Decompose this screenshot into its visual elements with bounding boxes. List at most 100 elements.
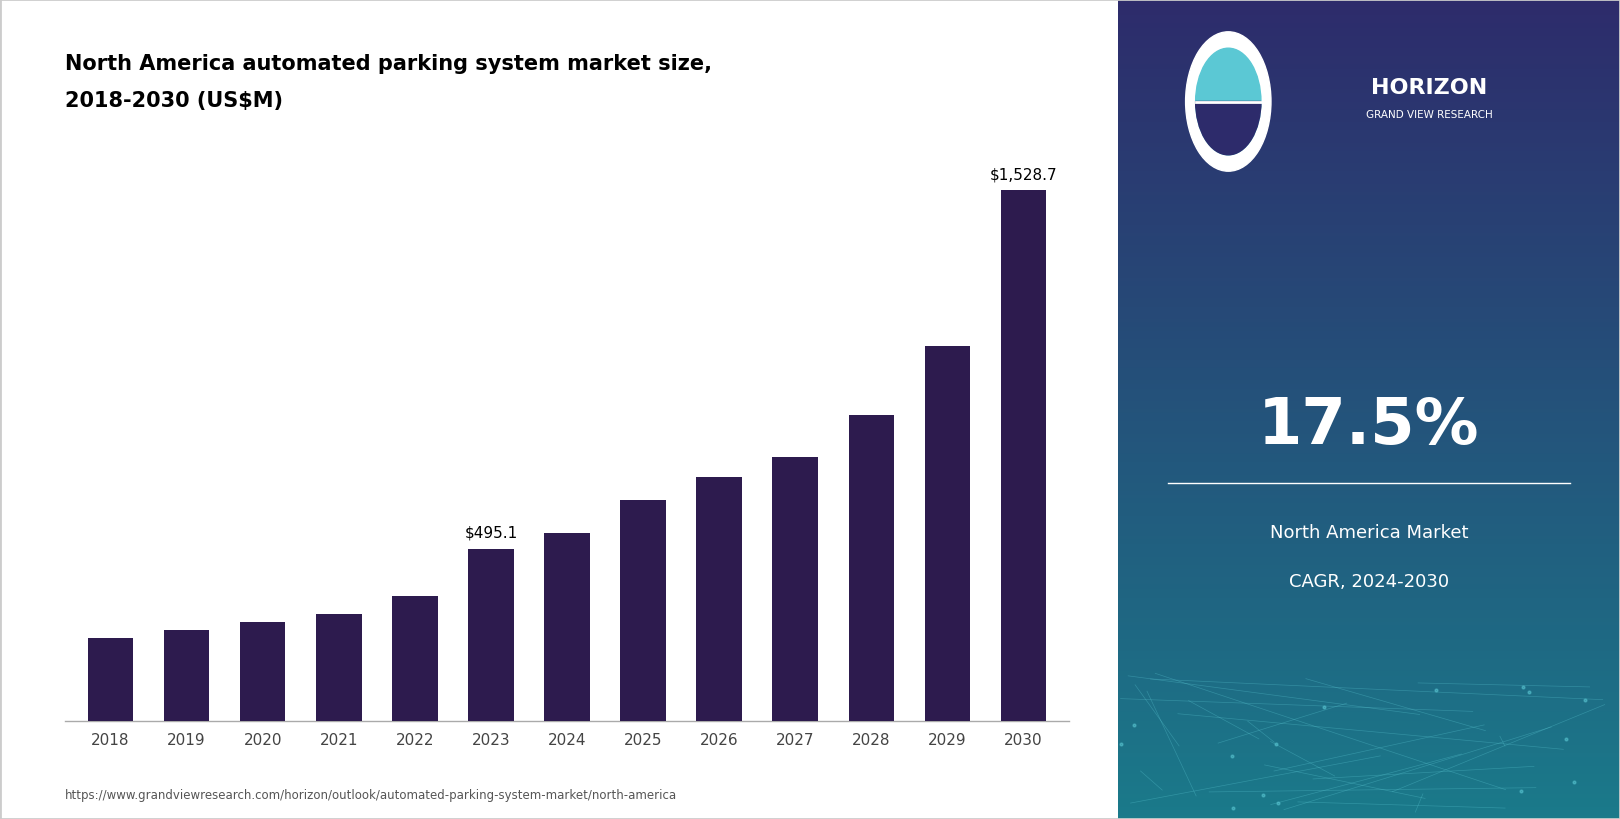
Bar: [1118, 410, 1620, 414]
Text: https://www.grandviewresearch.com/horizon/outlook/automated-parking-system-marke: https://www.grandviewresearch.com/horizo…: [65, 789, 677, 802]
Bar: [87, 638, 133, 721]
Bar: [1118, 627, 1620, 631]
Bar: [1118, 577, 1620, 581]
Bar: [1118, 545, 1620, 549]
Bar: [1118, 426, 1620, 430]
Bar: [1118, 622, 1620, 627]
Bar: [1118, 602, 1620, 606]
Bar: [1118, 201, 1620, 205]
Bar: [1118, 737, 1620, 741]
Bar: [1118, 192, 1620, 197]
Bar: [1118, 782, 1620, 786]
Bar: [1118, 753, 1620, 758]
Bar: [1118, 164, 1620, 168]
Bar: [544, 533, 590, 721]
Bar: [1118, 680, 1620, 684]
Bar: [1118, 651, 1620, 655]
Bar: [1118, 778, 1620, 782]
Bar: [1118, 238, 1620, 242]
Bar: [1118, 57, 1620, 61]
Bar: [1118, 33, 1620, 37]
Bar: [1118, 111, 1620, 115]
Bar: [1118, 49, 1620, 53]
Bar: [1118, 8, 1620, 12]
Circle shape: [1196, 49, 1260, 156]
Bar: [1118, 229, 1620, 233]
Bar: [1118, 745, 1620, 749]
Bar: [1118, 581, 1620, 586]
Bar: [1118, 209, 1620, 213]
Bar: [1118, 283, 1620, 287]
Bar: [468, 549, 514, 721]
Bar: [1118, 467, 1620, 471]
Bar: [1118, 86, 1620, 90]
Bar: [1118, 74, 1620, 78]
Bar: [1118, 430, 1620, 434]
Bar: [1118, 565, 1620, 569]
Bar: [1118, 401, 1620, 405]
Bar: [1118, 147, 1620, 152]
Bar: [1118, 471, 1620, 475]
Bar: [1118, 389, 1620, 393]
Bar: [1118, 332, 1620, 336]
Bar: [1118, 663, 1620, 667]
Bar: [1118, 135, 1620, 139]
Bar: [1118, 631, 1620, 635]
Bar: [1118, 508, 1620, 512]
Bar: [1118, 348, 1620, 352]
Bar: [1118, 528, 1620, 532]
Bar: [1118, 397, 1620, 401]
Text: CAGR, 2024-2030: CAGR, 2024-2030: [1290, 572, 1448, 590]
Bar: [1118, 639, 1620, 643]
Bar: [1001, 191, 1047, 721]
Bar: [1118, 78, 1620, 82]
Bar: [1118, 655, 1620, 659]
Bar: [1118, 143, 1620, 147]
Bar: [1118, 66, 1620, 70]
Bar: [1118, 274, 1620, 278]
Bar: [1118, 442, 1620, 446]
Bar: [1118, 160, 1620, 164]
Bar: [1118, 446, 1620, 450]
Bar: [697, 478, 742, 721]
Bar: [1118, 246, 1620, 250]
Bar: [1118, 250, 1620, 254]
Bar: [1118, 291, 1620, 295]
Bar: [1118, 299, 1620, 303]
Bar: [1118, 647, 1620, 651]
Bar: [1118, 98, 1620, 102]
Bar: [1118, 418, 1620, 422]
Bar: [1118, 696, 1620, 700]
Bar: [1118, 377, 1620, 381]
Bar: [773, 457, 818, 721]
Bar: [849, 415, 894, 721]
Bar: [1118, 94, 1620, 98]
Bar: [1118, 258, 1620, 262]
Wedge shape: [1196, 102, 1260, 156]
Bar: [1118, 667, 1620, 672]
Bar: [1118, 708, 1620, 713]
Text: North America Market: North America Market: [1270, 523, 1468, 541]
Bar: [1118, 569, 1620, 573]
Bar: [1118, 369, 1620, 373]
Bar: [1118, 717, 1620, 721]
Bar: [1118, 586, 1620, 590]
Bar: [1118, 479, 1620, 483]
Bar: [1118, 659, 1620, 663]
Bar: [1118, 127, 1620, 131]
Bar: [1118, 340, 1620, 344]
Bar: [1118, 487, 1620, 491]
Text: 17.5%: 17.5%: [1259, 395, 1479, 457]
Bar: [1118, 319, 1620, 324]
Bar: [1118, 188, 1620, 192]
Bar: [1118, 811, 1620, 815]
Bar: [1118, 520, 1620, 524]
Bar: [1118, 790, 1620, 794]
Bar: [1118, 704, 1620, 708]
Bar: [1118, 20, 1620, 25]
Bar: [1118, 184, 1620, 188]
Bar: [1118, 700, 1620, 704]
Bar: [1118, 156, 1620, 160]
Bar: [1118, 684, 1620, 688]
Bar: [1118, 328, 1620, 332]
